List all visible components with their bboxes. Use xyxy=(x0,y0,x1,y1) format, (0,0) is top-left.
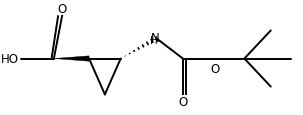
Polygon shape xyxy=(54,56,89,62)
Text: O: O xyxy=(211,63,220,76)
Text: O: O xyxy=(178,96,188,108)
Text: H: H xyxy=(150,36,158,46)
Text: O: O xyxy=(58,3,67,16)
Text: N: N xyxy=(151,32,160,45)
Text: HO: HO xyxy=(1,53,19,65)
